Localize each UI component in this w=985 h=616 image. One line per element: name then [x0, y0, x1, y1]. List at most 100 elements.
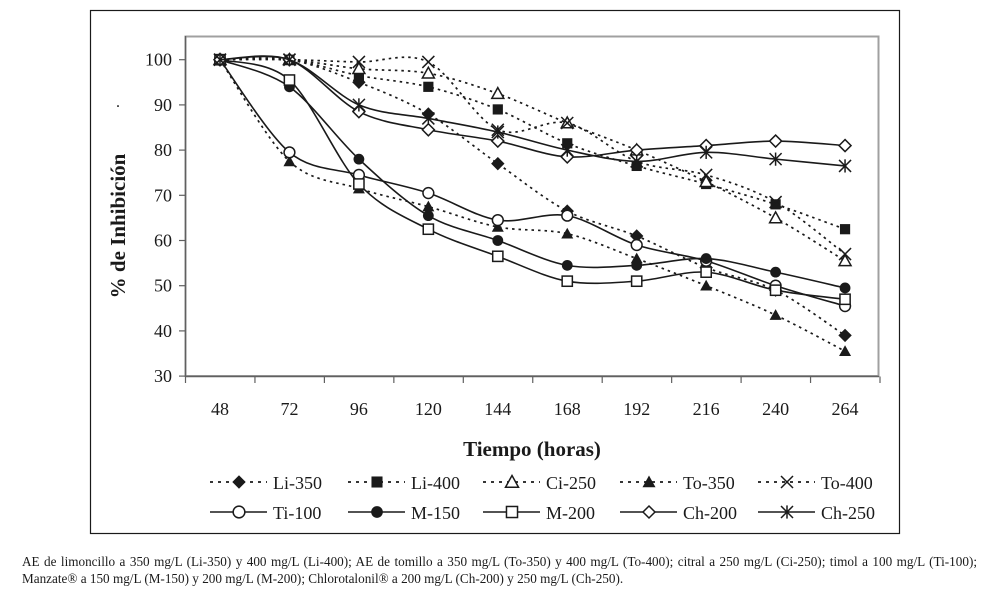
data-point: [769, 195, 783, 209]
legend-marker: [642, 475, 656, 488]
series-layer: [212, 52, 853, 357]
legend-label: M-150: [411, 503, 460, 523]
x-stroke: [769, 195, 783, 209]
series-line: [219, 59, 846, 352]
legend-item-ch-250: Ch-250: [758, 503, 875, 523]
series-line: [219, 58, 846, 301]
legend-marker: [504, 473, 520, 488]
legend-marker: [232, 475, 246, 489]
x-stroke: [560, 116, 574, 130]
legend-label: Ci-250: [546, 473, 596, 493]
data-point: [490, 86, 506, 100]
axes: 30 40 50 60 70 80 90 100 48 72 96 120 144 168 192 216 24…: [145, 36, 881, 419]
data-point: [839, 293, 851, 306]
y-tick-label: 90: [154, 95, 172, 115]
series-line: [219, 58, 846, 289]
x-tick-label: 96: [350, 399, 368, 419]
x-tick-label: 168: [554, 399, 581, 419]
data-point: [838, 328, 852, 343]
series-line: [219, 55, 846, 158]
data-point: [630, 154, 644, 168]
data-point: [770, 266, 781, 278]
legend-label: Ch-200: [683, 503, 737, 523]
data-point: [561, 275, 574, 288]
data-point: [491, 220, 504, 232]
x-axis-title: Tiempo (horas): [463, 437, 601, 461]
x-tick-label: 192: [623, 399, 650, 419]
data-point: [421, 65, 436, 79]
data-point: [700, 253, 712, 264]
data-point: [352, 98, 366, 112]
series-ch-250: [213, 53, 852, 173]
data-point: [490, 133, 505, 149]
legend-marker: [371, 506, 383, 518]
legend-marker: [371, 476, 383, 488]
y-tick-label: 30: [154, 366, 172, 386]
legend-label: Li-400: [411, 473, 460, 493]
legend-label: To-400: [821, 473, 873, 493]
data-point: [421, 111, 435, 126]
data-point: [562, 138, 573, 149]
data-point: [351, 61, 367, 75]
x-tick-label: 72: [280, 399, 298, 419]
series-line: [219, 56, 846, 255]
data-point: [492, 235, 504, 246]
data-point: [768, 133, 783, 149]
series-line: [219, 59, 846, 307]
legend-marker: [780, 475, 794, 489]
data-point: [352, 55, 366, 69]
data-point: [491, 250, 504, 263]
data-point: [282, 53, 296, 67]
legend-label: M-200: [546, 503, 595, 523]
y-tick-label: 40: [154, 321, 172, 341]
x-tick-label: 120: [415, 399, 442, 419]
x-tick-label: 48: [211, 399, 229, 419]
data-point: [421, 55, 435, 69]
data-point: [491, 125, 505, 139]
data-point: [283, 146, 296, 159]
data-point: [422, 200, 435, 212]
data-point: [491, 214, 504, 227]
y-tick-label: 100: [145, 50, 172, 70]
x-stroke: [699, 168, 713, 182]
data-point: [423, 81, 434, 92]
data-point: [839, 224, 851, 235]
y-tick-label: 60: [154, 231, 172, 251]
data-point: [700, 266, 712, 278]
legend: Li-350 Li-400 Ci-250 To-350 To-400 Ti-100 M-15…: [210, 473, 875, 523]
legend-item-m-150: M-150: [348, 503, 460, 523]
data-point: [839, 282, 851, 294]
series-line: [219, 57, 846, 337]
data-point: [838, 159, 852, 173]
data-point: [839, 345, 852, 357]
data-point: [491, 156, 505, 171]
x-stroke: [838, 247, 852, 261]
x-stroke: [780, 475, 794, 489]
data-point: [422, 186, 435, 200]
data-point: [422, 210, 434, 222]
legend-marker: [505, 505, 519, 519]
x-tick-label: 216: [693, 399, 720, 419]
data-point: [561, 227, 574, 239]
y-tick-label: 70: [154, 185, 172, 205]
data-point: [560, 143, 574, 157]
series-line: [219, 57, 846, 231]
data-point: [700, 279, 713, 291]
y-axis-title: % de Inhibición: [106, 153, 130, 298]
legend-item-ci-250: Ci-250: [483, 473, 596, 493]
legend-item-li-350: Li-350: [210, 473, 322, 493]
legend-item-ch-200: Ch-200: [620, 503, 737, 523]
data-point: [213, 53, 227, 67]
data-point: [838, 247, 852, 261]
legend-marker: [780, 505, 794, 519]
legend-item-li-400: Li-400: [348, 473, 460, 493]
legend-marker: [641, 504, 657, 520]
data-point: [353, 153, 365, 165]
data-point: [561, 259, 573, 271]
legend-item-to-350: To-350: [620, 473, 735, 493]
data-point: [769, 284, 782, 297]
data-point: [768, 210, 783, 224]
series-m-200: [214, 53, 851, 306]
data-point: [353, 70, 364, 81]
x-stroke: [352, 55, 366, 69]
